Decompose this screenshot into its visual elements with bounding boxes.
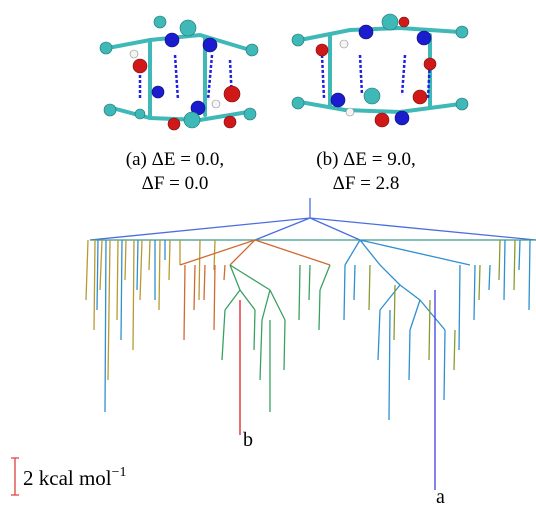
tree-label: a — [436, 486, 445, 507]
figure: (a) ΔE = 0.0, ΔF = 0.0 (b) ΔE = 9.0, ΔF … — [0, 0, 536, 507]
disconnectivity-graph — [86, 198, 536, 490]
scale-bar — [11, 458, 19, 495]
scale-exponent: −1 — [112, 465, 127, 480]
caption: ΔF = 0.0 — [142, 173, 209, 194]
scale-label: 2 kcal mol — [23, 466, 112, 490]
molecule-a — [100, 16, 258, 130]
caption: ΔF = 2.8 — [333, 173, 400, 194]
scale-bar-label: 2 kcal mol−1 — [23, 465, 127, 490]
caption: (a) ΔE = 0.0, — [126, 149, 224, 170]
molecule-b — [292, 14, 468, 127]
caption: (b) ΔE = 9.0, — [316, 149, 415, 170]
tree-label: b — [243, 429, 253, 451]
